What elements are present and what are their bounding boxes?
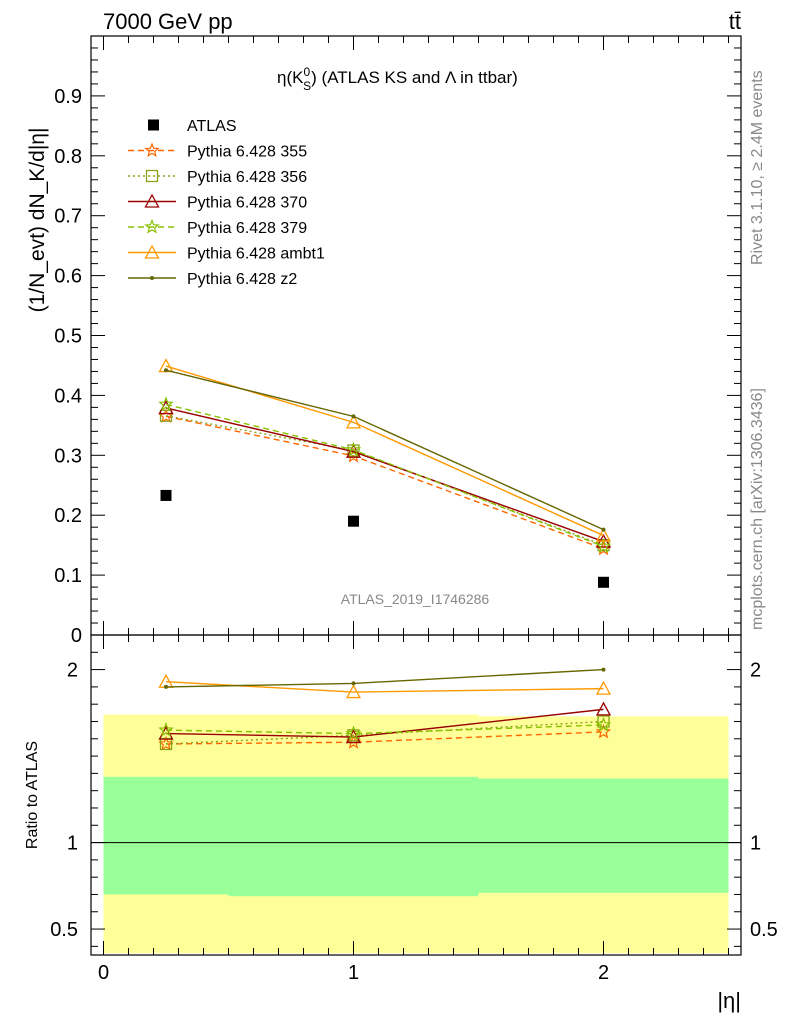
legend-item: Pythia 6.428 z2 [128, 271, 297, 288]
series-2-ratio-point [595, 701, 612, 716]
top-panel-ylabel: (1/N_evt) dN_K/d|η| [26, 128, 49, 313]
legend-item: Pythia 6.428 355 [128, 142, 307, 161]
y-tick-label: 0.9 [54, 86, 82, 108]
series-0-ratio-point [158, 735, 174, 751]
series-0-point [158, 408, 174, 423]
series-4-line [165, 365, 604, 537]
legend-item: Pythia 6.428 ambt1 [128, 244, 325, 263]
legend-label: ATLAS [187, 118, 237, 135]
series-1-point [159, 409, 173, 422]
atlas-data-point [348, 515, 359, 527]
ratio-inner-band [228, 776, 479, 897]
series-5-ratio-point [351, 681, 356, 686]
series-5-point [351, 414, 356, 419]
series-3-ratio-line [165, 724, 604, 735]
watermark: ATLAS_2019_I1746286 [341, 591, 490, 607]
y-tick-label: 0.6 [54, 266, 82, 288]
y-tick-label: 0.8 [54, 146, 82, 168]
legend-label: Pythia 6.428 356 [187, 169, 307, 186]
y-tick-label: 0.3 [54, 445, 82, 467]
legend-label: Pythia 6.428 ambt1 [187, 246, 325, 263]
series-2-line [165, 407, 604, 543]
axes-layer: 0 0.1 0.2 0.3 0.4 0.5 0.6 0.7 0.8 0.9 0.5 0.5 1 1 2 2 0 1… [50, 35, 778, 984]
top-panel-title-super: 0 [303, 65, 310, 79]
y-tick-label: 0.7 [54, 206, 82, 228]
legend-item: Pythia 6.428 370 [128, 193, 307, 212]
ratio-tick-label-left: 2 [67, 660, 78, 682]
ratio-tick-label-left: 0.5 [50, 919, 78, 941]
header-right-label: tt̄ [729, 9, 741, 34]
series-layer [158, 358, 612, 751]
ratio-inner-band [103, 776, 229, 895]
series-3-line [165, 403, 604, 548]
legend-label: Pythia 6.428 z2 [187, 271, 297, 288]
ratio-tick-label-right: 2 [750, 660, 761, 682]
ratio-tick-label-left: 1 [67, 833, 78, 855]
legend-label: Pythia 6.428 379 [187, 220, 307, 237]
header-left-label: 7000 GeV pp [103, 9, 233, 34]
series-5-point [601, 527, 606, 532]
series-5-ratio-point [601, 667, 606, 672]
top-panel-title: η(K0 S) (ATLAS KS and Λ in ttbar) [277, 65, 518, 93]
legend-marker [144, 218, 160, 234]
legend-atlas-marker [148, 119, 159, 131]
series-3-point [158, 396, 174, 411]
legend-item: ATLAS [148, 118, 237, 135]
ratio-panel-ylabel: Ratio to ATLAS [24, 741, 41, 849]
series-5-point [164, 368, 168, 373]
legend: ATLAS Pythia 6.428 355 Pythia 6.428 356 Pyt… [128, 118, 325, 288]
series-4-point [595, 527, 612, 542]
y-tick-label: 0.1 [54, 565, 82, 587]
series-4-point [345, 414, 362, 429]
series-0-ratio-point [595, 723, 612, 739]
legend-marker [144, 244, 160, 259]
series-1-line [165, 415, 604, 546]
legend-item: Pythia 6.428 379 [128, 218, 307, 237]
series-5-ratio-line [165, 668, 604, 688]
legend-marker [144, 193, 160, 208]
ratio-tick-label-right: 0.5 [750, 919, 778, 941]
y-tick-label: 0.5 [54, 326, 82, 348]
ratio-inner-band [478, 778, 729, 893]
atlas-data-point [598, 576, 609, 588]
series-3-ratio-point [595, 716, 612, 732]
series-3-ratio-point [158, 721, 174, 737]
series-3-point [345, 441, 362, 457]
legend-label: Pythia 6.428 355 [187, 144, 307, 161]
y-tick-label: 0 [71, 625, 82, 647]
ratio-panel-frame [90, 634, 742, 956]
mcplots-label: mcplots.cern.ch [arXiv:1306.3436] [749, 388, 766, 630]
series-4-ratio-line [165, 681, 604, 693]
atlas-data-point [160, 489, 172, 501]
series-4-ratio-point [345, 684, 362, 699]
x-tick-label: 2 [598, 962, 609, 984]
legend-label: Pythia 6.428 370 [187, 195, 307, 212]
top-panel-title-suffix: ) (ATLAS KS and Λ in ttbar) [311, 68, 518, 87]
y-tick-label: 0.4 [54, 385, 82, 407]
series-5-ratio-point [164, 684, 168, 689]
series-3-point [595, 538, 612, 553]
series-3-ratio-point [345, 725, 362, 741]
ratio-tick-label-right: 1 [750, 833, 761, 855]
series-0-ratio-line [165, 731, 604, 745]
legend-marker [144, 142, 160, 158]
x-tick-label: 1 [348, 962, 359, 984]
ratio-band-layer [91, 714, 741, 954]
rivet-label: Rivet 3.1.10, ≥ 2.4M events [749, 70, 766, 265]
series-4-ratio-point [595, 680, 612, 695]
top-panel-title-sub: S [303, 79, 311, 93]
legend-item: Pythia 6.428 356 [128, 169, 307, 186]
y-tick-label: 0.2 [54, 505, 82, 527]
x-tick-label: 0 [98, 962, 109, 984]
x-axis-label: |η| [717, 988, 741, 1013]
legend-marker [145, 169, 159, 183]
legend-marker [150, 276, 154, 280]
top-panel-title-prefix: η(K [277, 68, 304, 87]
